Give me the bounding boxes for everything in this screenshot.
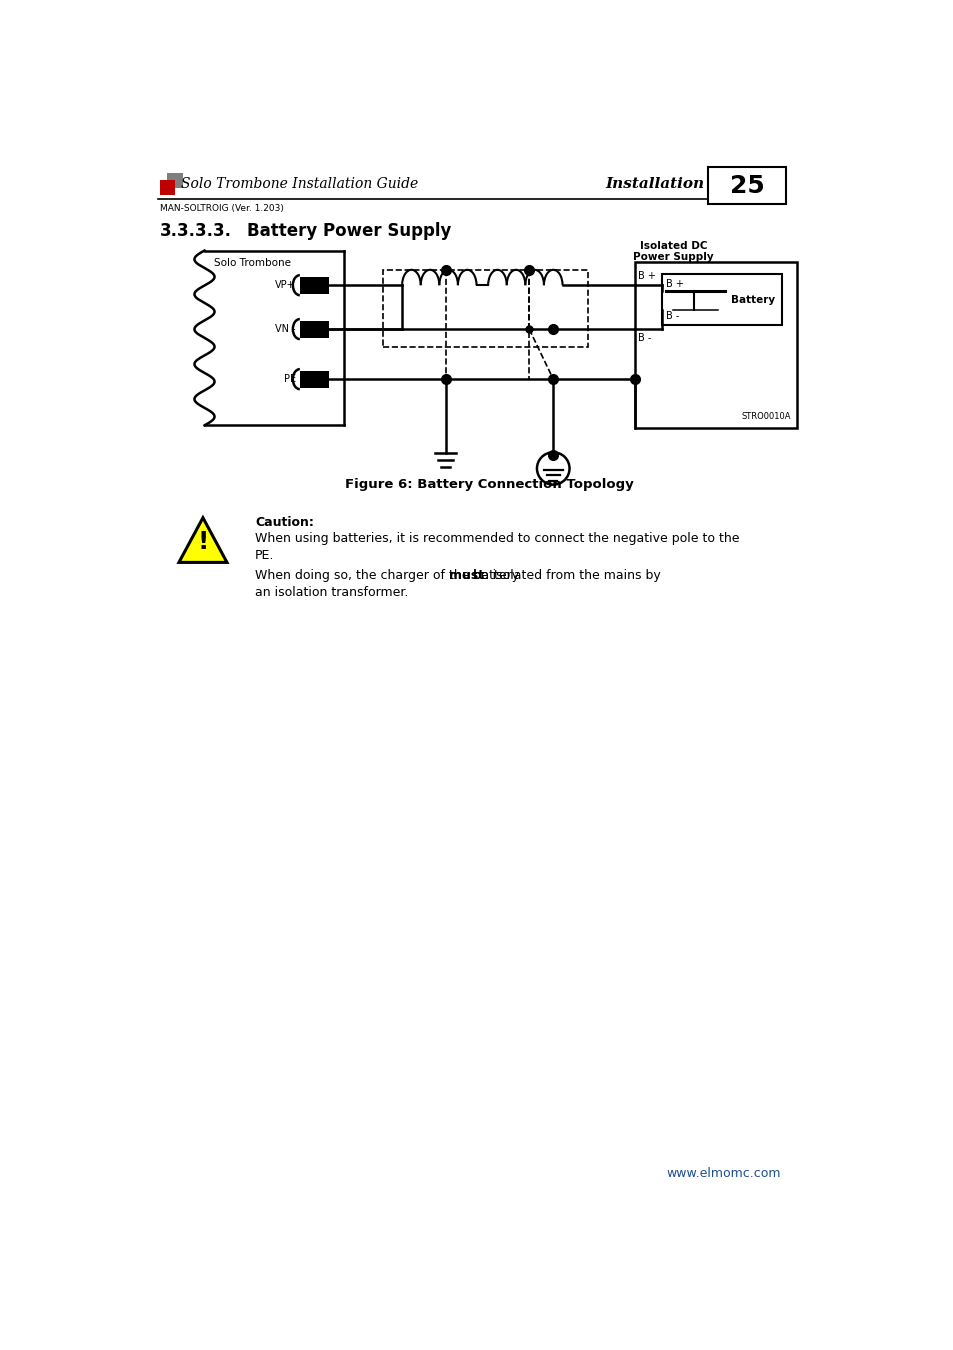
- Text: PE.: PE.: [254, 548, 274, 562]
- Text: B +: B +: [638, 271, 656, 281]
- Text: PE: PE: [284, 374, 295, 385]
- FancyBboxPatch shape: [167, 173, 183, 188]
- FancyBboxPatch shape: [707, 167, 785, 204]
- Text: Solo Trombone Installation Guide: Solo Trombone Installation Guide: [181, 177, 418, 192]
- FancyBboxPatch shape: [299, 277, 329, 294]
- Text: must: must: [448, 568, 483, 582]
- Text: Battery: Battery: [731, 296, 775, 305]
- Text: B -: B -: [638, 333, 651, 343]
- Text: B -: B -: [665, 312, 679, 321]
- Text: 25: 25: [729, 174, 763, 198]
- Text: Isolated DC
Power Supply: Isolated DC Power Supply: [633, 240, 713, 262]
- Text: STRO0010A: STRO0010A: [740, 413, 790, 421]
- Text: Installation: Installation: [604, 177, 703, 192]
- Text: Caution:: Caution:: [254, 516, 314, 529]
- Text: an isolation transformer.: an isolation transformer.: [254, 586, 408, 598]
- Text: Battery Power Supply: Battery Power Supply: [247, 221, 451, 240]
- Text: !: !: [197, 529, 209, 554]
- Text: VP+: VP+: [275, 281, 295, 290]
- FancyBboxPatch shape: [299, 371, 329, 387]
- FancyBboxPatch shape: [299, 320, 329, 338]
- Polygon shape: [179, 518, 227, 563]
- Text: VN -: VN -: [275, 324, 295, 333]
- Text: Figure 6: Battery Connection Topology: Figure 6: Battery Connection Topology: [344, 478, 633, 490]
- Text: When using batteries, it is recommended to connect the negative pole to the: When using batteries, it is recommended …: [254, 532, 739, 544]
- Text: B +: B +: [665, 279, 682, 289]
- Text: Solo Trombone: Solo Trombone: [213, 258, 291, 269]
- FancyBboxPatch shape: [661, 274, 781, 325]
- Text: When doing so, the charger of the battery: When doing so, the charger of the batter…: [254, 568, 522, 582]
- Text: MAN-SOLTROIG (Ver. 1.203): MAN-SOLTROIG (Ver. 1.203): [159, 204, 283, 213]
- FancyBboxPatch shape: [634, 262, 797, 428]
- Text: 3.3.3.3.: 3.3.3.3.: [159, 221, 232, 240]
- Text: www.elmomc.com: www.elmomc.com: [666, 1166, 781, 1180]
- Text: be isolated from the mains by: be isolated from the mains by: [468, 568, 659, 582]
- FancyBboxPatch shape: [159, 180, 174, 196]
